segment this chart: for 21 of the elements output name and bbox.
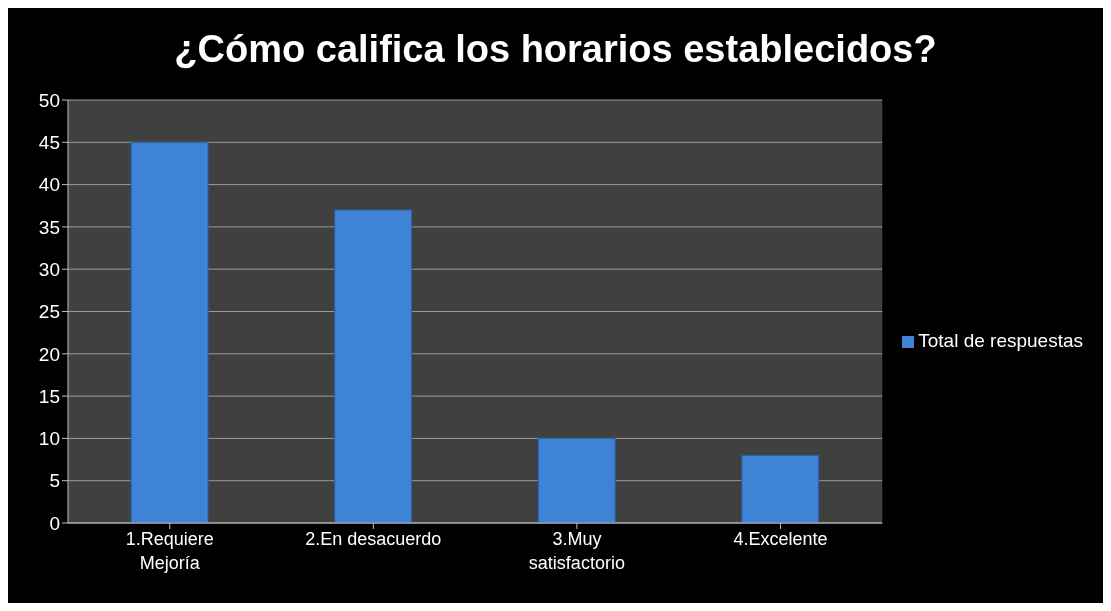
y-tick-label: 25 (38, 301, 60, 323)
x-tick-label: 3.Muy satisfactorio (528, 529, 625, 573)
y-tick-label: 5 (49, 470, 60, 492)
bar (130, 141, 209, 523)
x-tick-label: 1.Requiere Mejoría (125, 529, 214, 573)
y-tick-label: 15 (38, 385, 60, 407)
y-tick-label: 0 (49, 512, 60, 534)
y-tick-label: 35 (38, 216, 60, 238)
legend-label: Total de respuestas (918, 329, 1083, 351)
y-tick-label: 10 (38, 428, 60, 450)
chart-title: ¿Cómo califica los horarios establecidos? (173, 27, 938, 72)
x-tick-label: 4.Excelente (733, 529, 828, 549)
bar (537, 437, 616, 523)
bar (334, 209, 413, 523)
bar (741, 454, 820, 523)
y-tick-label: 20 (38, 343, 60, 365)
y-tick-label: 30 (38, 258, 60, 280)
y-tick-label: 40 (38, 174, 60, 196)
y-tick-label: 50 (38, 89, 60, 111)
x-tick-label: 2.En desacuerdo (305, 529, 442, 549)
y-tick-label: 45 (38, 132, 60, 154)
